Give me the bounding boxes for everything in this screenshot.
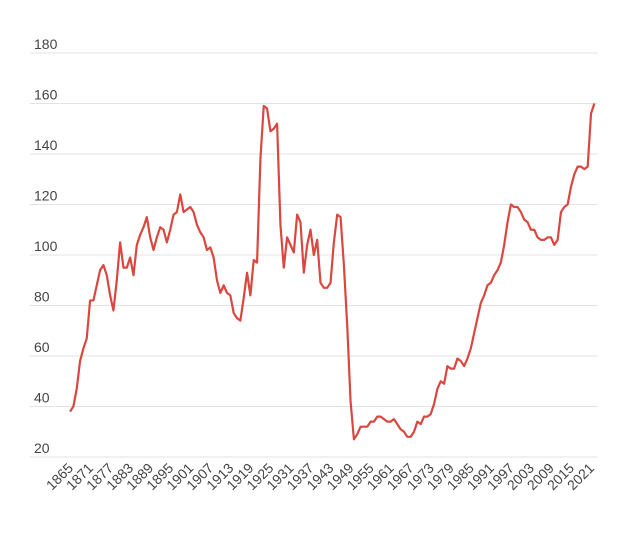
y-tick-label: 60	[34, 339, 50, 355]
y-tick-label: 20	[34, 440, 50, 456]
y-tick-label: 100	[34, 238, 58, 254]
y-tick-label: 40	[34, 390, 50, 406]
y-tick-label: 140	[34, 137, 58, 153]
y-tick-label: 120	[34, 188, 58, 204]
line	[69, 103, 596, 441]
y-tick-label: 180	[34, 36, 58, 52]
y-tick-label: 80	[34, 289, 50, 305]
y-tick-label: 160	[34, 87, 58, 103]
